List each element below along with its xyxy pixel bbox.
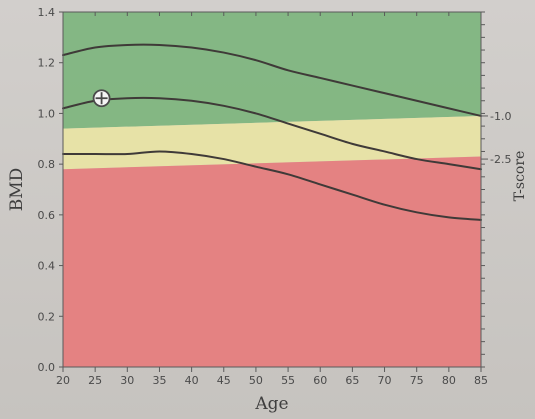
- right-tick-label-2: -2.5: [490, 153, 511, 166]
- x-tick-label-80: 80: [442, 374, 456, 387]
- reference-curve-2: [62, 96, 482, 171]
- x-tick-label-30: 30: [120, 374, 134, 387]
- x-tick-label-20: 20: [56, 374, 70, 387]
- patient-marker-group: [92, 89, 111, 108]
- x-tick-label-50: 50: [249, 374, 263, 387]
- x-tick-label-75: 75: [410, 374, 424, 387]
- x-tick-label-40: 40: [185, 374, 199, 387]
- x-tick-label-25: 25: [88, 374, 102, 387]
- x-tick-label-35: 35: [152, 374, 166, 387]
- band-normal: [63, 12, 481, 129]
- y-tick-label-0.4: 0.4: [38, 260, 56, 273]
- x-tick-label-85: 85: [474, 374, 488, 387]
- reference-curve-3: [62, 150, 482, 221]
- x-tick-label-45: 45: [217, 374, 231, 387]
- y-tick-label-0.8: 0.8: [38, 158, 56, 171]
- right-tick-label-1: -1.0: [490, 110, 511, 123]
- x-tick-label-60: 60: [313, 374, 327, 387]
- x-axis-title: Age: [254, 394, 288, 414]
- band-osteopenia: [63, 115, 481, 170]
- y-tick-label-0.6: 0.6: [38, 209, 56, 222]
- reference-curve-1: [62, 43, 482, 117]
- y-tick-label-1.2: 1.2: [38, 57, 56, 70]
- y-tick-label-1.0: 1.0: [38, 107, 56, 120]
- right-axis-title: T-score: [512, 151, 528, 202]
- band-osteoporosis: [63, 156, 481, 367]
- y-tick-label-0.0: 0.0: [38, 361, 56, 374]
- axes: 20 25 30 35 40 45 50 55 60 65 70 75 80 85 0.0 0.2 0.4 0.6…: [38, 6, 512, 387]
- y-tick-label-1.4: 1.4: [38, 6, 56, 19]
- axis-labels: Age BMD T-score: [7, 151, 528, 414]
- y-axis-title: BMD: [7, 168, 27, 212]
- reference-curves: [62, 43, 482, 221]
- x-tick-label-65: 65: [345, 374, 359, 387]
- x-tick-label-55: 55: [281, 374, 295, 387]
- y-tick-label-0.2: 0.2: [38, 310, 56, 323]
- x-tick-label-70: 70: [378, 374, 392, 387]
